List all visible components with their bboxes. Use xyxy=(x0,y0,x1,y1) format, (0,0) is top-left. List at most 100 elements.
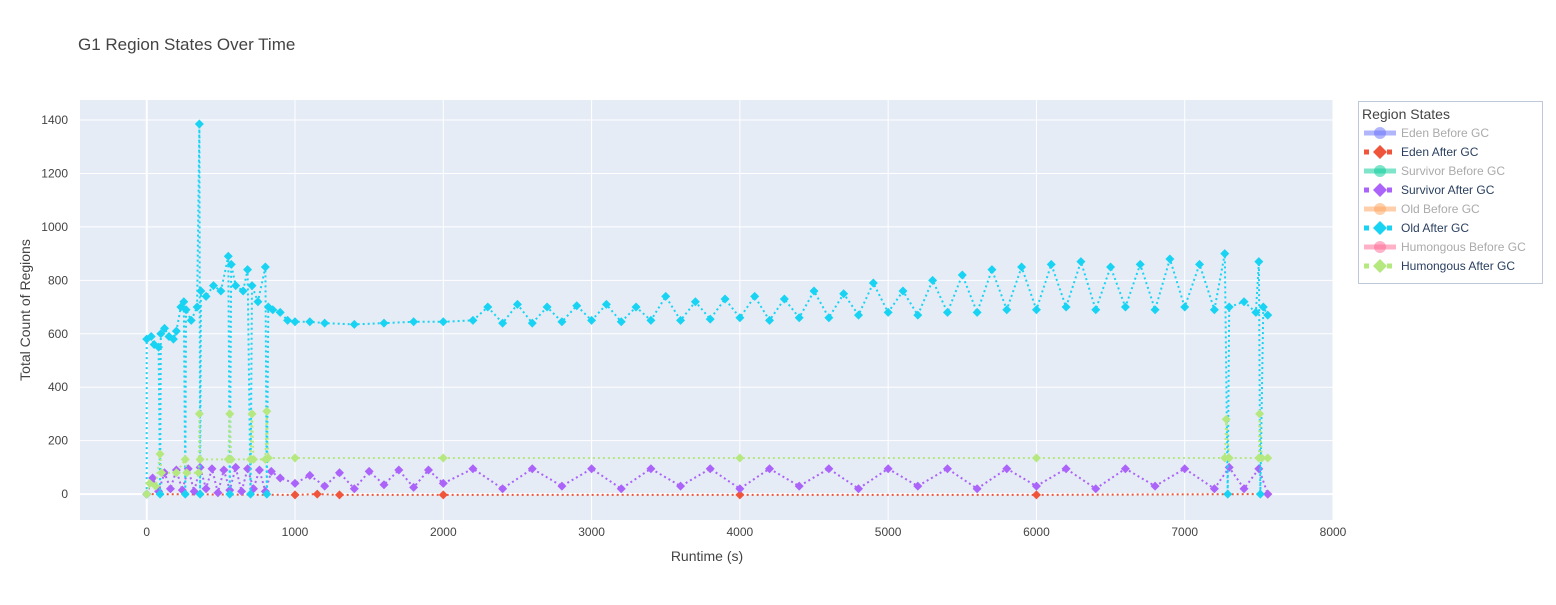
data-point xyxy=(394,465,404,475)
data-point xyxy=(1031,305,1041,315)
data-point xyxy=(661,291,671,301)
data-point xyxy=(1255,409,1265,419)
data-point xyxy=(247,409,257,419)
data-point xyxy=(794,481,804,491)
data-point xyxy=(238,286,248,296)
data-point xyxy=(913,481,923,491)
data-point xyxy=(1263,489,1273,499)
x-tick-label: 4000 xyxy=(727,525,754,539)
data-point xyxy=(1195,259,1205,269)
data-point xyxy=(883,464,893,474)
legend-item-old-before-gc[interactable]: Old Before GC xyxy=(1364,202,1480,216)
data-point xyxy=(226,259,236,269)
data-point xyxy=(180,454,190,464)
series-humongous-after-gc xyxy=(142,406,1273,499)
data-point xyxy=(557,317,567,327)
data-point xyxy=(180,489,190,499)
data-point xyxy=(151,481,161,491)
data-point xyxy=(160,323,170,333)
data-point xyxy=(226,454,236,464)
legend: Region States Eden Before GC Eden After G… xyxy=(1358,101,1543,284)
data-point xyxy=(972,484,982,494)
data-point xyxy=(483,302,493,312)
data-point xyxy=(1061,464,1071,474)
data-point xyxy=(223,251,233,261)
data-point xyxy=(735,484,745,494)
data-point xyxy=(1135,259,1145,269)
legend-label: Humongous After GC xyxy=(1401,259,1515,273)
x-tick-label: 0 xyxy=(143,525,150,539)
data-point xyxy=(498,484,508,494)
legend-label: Eden Before GC xyxy=(1401,126,1489,140)
legend-line-icon xyxy=(1387,263,1392,269)
legend-diamond-icon xyxy=(1373,259,1387,273)
legend-item-humongous-after-gc[interactable]: Humongous After GC xyxy=(1364,259,1515,273)
data-point xyxy=(1017,262,1027,272)
data-point xyxy=(438,317,448,327)
data-point xyxy=(248,454,258,464)
chart-title: G1 Region States Over Time xyxy=(78,35,295,54)
data-point xyxy=(527,318,537,328)
legend-line-icon xyxy=(1364,149,1369,155)
data-point xyxy=(364,466,374,476)
data-point xyxy=(735,313,745,323)
data-point xyxy=(512,299,522,309)
legend-item-survivor-after-gc[interactable]: Survivor After GC xyxy=(1364,183,1495,197)
data-point xyxy=(379,318,389,328)
legend-line-icon xyxy=(1364,225,1369,231)
y-tick-label: 600 xyxy=(48,327,68,341)
data-point xyxy=(262,489,272,499)
data-point xyxy=(438,478,448,488)
x-tick-label: 2000 xyxy=(430,525,457,539)
legend-label: Humongous Before GC xyxy=(1401,240,1526,254)
data-point xyxy=(168,334,178,344)
data-point xyxy=(409,482,419,492)
data-point xyxy=(1180,464,1190,474)
data-point xyxy=(690,297,700,307)
data-point xyxy=(676,481,686,491)
data-point xyxy=(557,481,567,491)
data-point xyxy=(1091,484,1101,494)
data-point xyxy=(646,464,656,474)
legend-label: Survivor Before GC xyxy=(1401,164,1505,178)
legend-circle-icon xyxy=(1374,203,1386,215)
data-point xyxy=(196,286,206,296)
data-point xyxy=(155,449,165,459)
data-point xyxy=(1251,307,1261,317)
data-point xyxy=(1223,489,1233,499)
data-point xyxy=(631,302,641,312)
data-point xyxy=(320,318,330,328)
series-line xyxy=(146,493,1268,496)
legend-item-humongous-before-gc[interactable]: Humongous Before GC xyxy=(1364,240,1526,254)
data-point xyxy=(972,307,982,317)
data-point xyxy=(542,302,552,312)
legend-label: Old Before GC xyxy=(1401,202,1480,216)
legend-item-old-after-gc[interactable]: Old After GC xyxy=(1364,221,1469,235)
y-tick-label: 1200 xyxy=(41,166,68,180)
data-point xyxy=(182,468,192,478)
data-point xyxy=(1076,257,1086,267)
legend-item-eden-before-gc[interactable]: Eden Before GC xyxy=(1364,126,1489,140)
data-point xyxy=(957,270,967,280)
data-point xyxy=(246,489,256,499)
series-layer xyxy=(142,119,1273,500)
legend-item-eden-after-gc[interactable]: Eden After GC xyxy=(1364,145,1479,159)
tick-labels: 0 1000 2000 3000 4000 5000 6000 7000 8000 0 200 400… xyxy=(41,113,1346,539)
data-point xyxy=(942,464,952,474)
data-point xyxy=(587,315,597,325)
x-tick-label: 6000 xyxy=(1023,525,1050,539)
data-point xyxy=(349,484,359,494)
legend-diamond-icon xyxy=(1373,145,1387,159)
data-point xyxy=(225,409,235,419)
data-point xyxy=(283,315,293,325)
legend-title: Region States xyxy=(1362,106,1450,122)
data-point xyxy=(438,490,448,500)
legend-line-icon xyxy=(1387,225,1392,231)
data-point xyxy=(839,289,849,299)
data-point xyxy=(216,286,226,296)
data-point xyxy=(750,291,760,301)
data-point xyxy=(1209,305,1219,315)
legend-item-survivor-before-gc[interactable]: Survivor Before GC xyxy=(1364,164,1505,178)
data-point xyxy=(1120,464,1130,474)
